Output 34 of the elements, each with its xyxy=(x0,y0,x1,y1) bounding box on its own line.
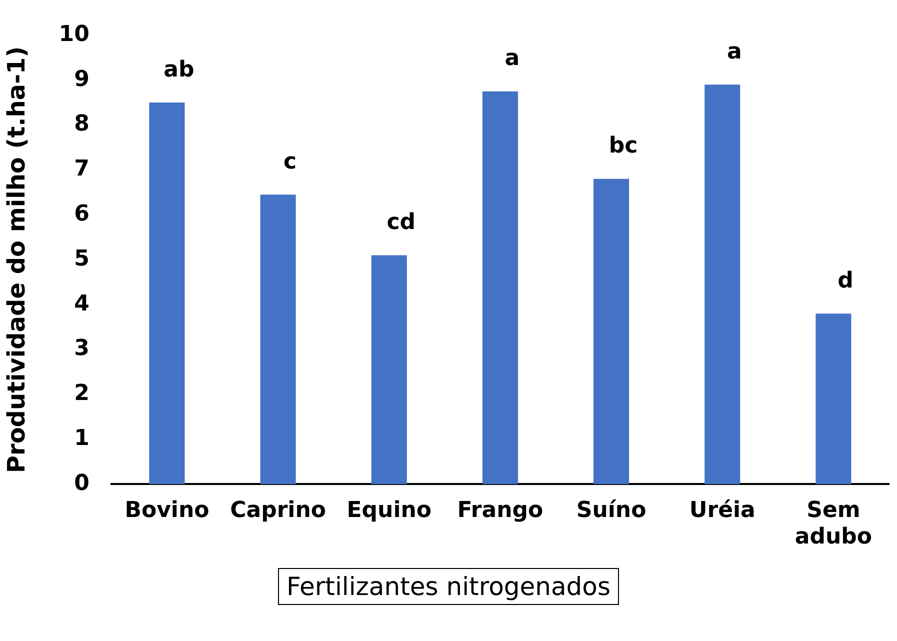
x-tick-label: Equino xyxy=(346,498,432,524)
annotation: ab xyxy=(164,57,194,82)
y-tick-label: 5 xyxy=(74,246,90,272)
y-tick-label: 0 xyxy=(74,470,90,496)
x-axis-title: Fertilizantes nitrogenados xyxy=(278,568,620,605)
annotation: a xyxy=(726,39,742,64)
y-tick-label: 2 xyxy=(74,381,90,406)
annotation: bc xyxy=(608,134,638,159)
annotation: c xyxy=(284,149,297,174)
annotation: a xyxy=(504,46,520,72)
bar xyxy=(482,91,518,484)
annotation: d xyxy=(838,268,854,294)
bar xyxy=(371,255,407,484)
bar xyxy=(816,314,852,484)
x-tick-label: Frango xyxy=(457,498,544,524)
y-tick-label: 6 xyxy=(74,202,90,227)
x-tick-label: Sem adubo xyxy=(794,498,872,550)
x-tick-label: Bovino xyxy=(124,498,210,524)
bar xyxy=(260,194,296,484)
x-tick-label: Uréia xyxy=(689,498,756,524)
y-axis-title: Produtividade do milho (t.ha-1) xyxy=(2,46,31,474)
y-tick-label: 9 xyxy=(74,66,90,92)
y-tick-label: 8 xyxy=(74,112,90,137)
y-tick-label: 3 xyxy=(74,336,90,362)
x-tick-label: Caprino xyxy=(230,498,326,524)
bar xyxy=(149,102,185,484)
bar xyxy=(704,84,740,484)
y-tick-label: 4 xyxy=(74,291,90,316)
annotation: cd xyxy=(386,210,416,235)
bar xyxy=(594,178,630,484)
y-tick-label: 10 xyxy=(58,22,90,47)
y-tick-label: 1 xyxy=(74,426,90,452)
x-tick-label: Suíno xyxy=(576,498,646,524)
y-tick-label: 7 xyxy=(74,156,90,182)
